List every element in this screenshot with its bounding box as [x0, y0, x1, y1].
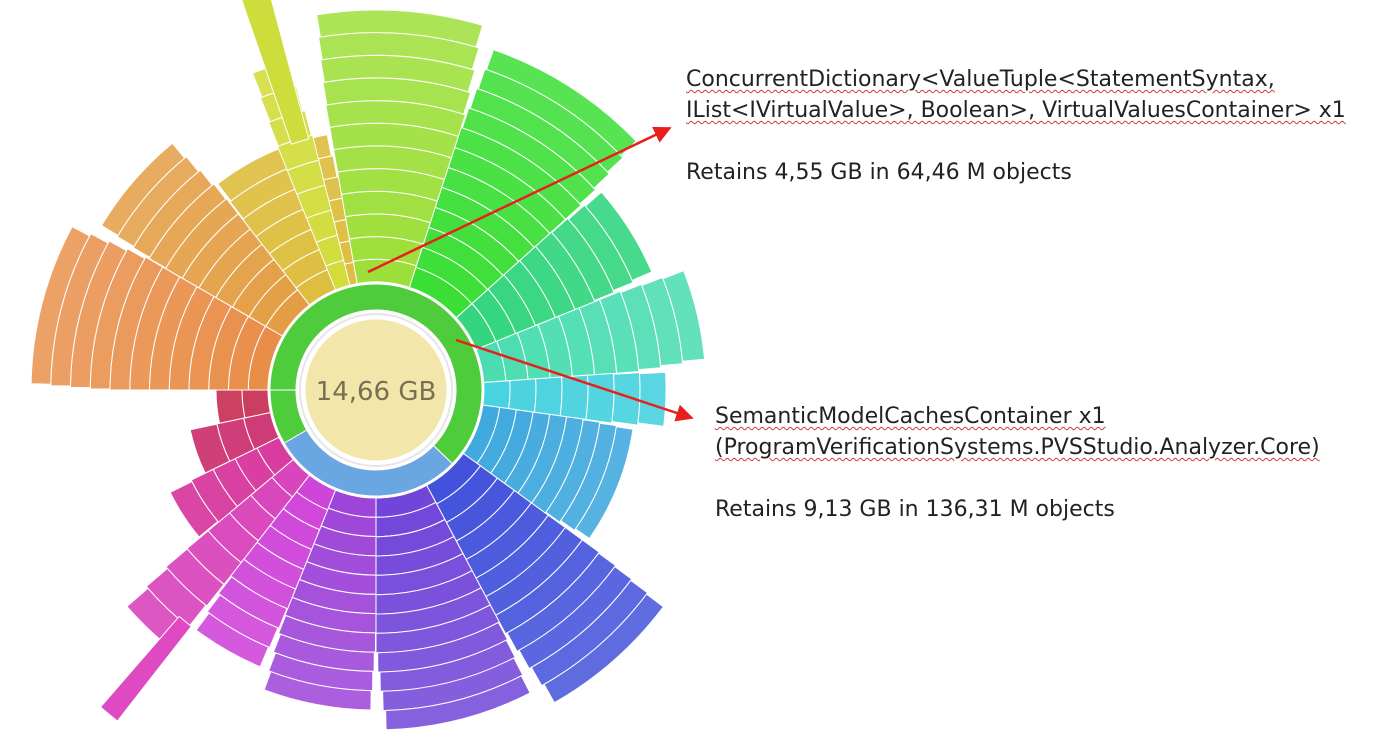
annotation-semantic-type-line-1: SemanticModelCachesContainer x1: [715, 404, 1106, 429]
wedge-sky-ring-8[interactable]: [574, 426, 634, 540]
annotation-semantic: SemanticModelCachesContainer x1 (Program…: [715, 401, 1320, 525]
annotation-semantic-type-line-2: (ProgramVerificationSystems.PVSStudio.An…: [715, 435, 1320, 460]
annotation-dictionary-type-line-2: IList<IVirtualValue>, Boolean>, VirtualV…: [686, 98, 1346, 123]
wedge-sea-green-ring-8[interactable]: [584, 191, 653, 282]
annotation-semantic-stats: Retains 9,13 GB in 136,31 M objects: [715, 497, 1115, 522]
wedge-lime-ring-11[interactable]: [316, 9, 484, 48]
center-total-size-label: 14,66 GB: [316, 377, 437, 407]
wedge-cyan-ring-2[interactable]: [533, 376, 563, 417]
sunburst-segments[interactable]: [30, 0, 706, 731]
center-disc-outline: [299, 313, 453, 467]
wedge-cyan-ring-6[interactable]: [637, 371, 667, 427]
wedge-green-ring-11[interactable]: [485, 49, 637, 157]
wedge-orange-yellow-ring-10[interactable]: [100, 142, 186, 237]
wedge-orange-ring-11[interactable]: [30, 225, 91, 385]
spike-magenta[interactable]: [99, 615, 193, 722]
annotation-arrow-semantic: [455, 338, 694, 422]
wedge-pink-ring-4[interactable]: [169, 480, 219, 538]
wedge-cyan-ring-1[interactable]: [508, 378, 537, 413]
wedge-cyan-ring-0[interactable]: [482, 380, 511, 410]
wedge-cyan-ring-4[interactable]: [585, 372, 615, 424]
annotation-dictionary: ConcurrentDictionary<ValueTuple<Statemen…: [686, 64, 1346, 188]
wedge-rose-ring-2[interactable]: [189, 423, 231, 474]
annotation-dictionary-type-line-1: ConcurrentDictionary<ValueTuple<Statemen…: [686, 67, 1275, 92]
inner-ring-green-tail[interactable]: [269, 389, 308, 444]
wedge-teal-ring-9[interactable]: [662, 270, 706, 362]
sunburst-inner-rings: [269, 283, 483, 497]
inner-ring-green[interactable]: [269, 283, 483, 465]
spike-yellow[interactable]: [239, 0, 310, 145]
annotation-dictionary-stats: Retains 4,55 GB in 64,46 M objects: [686, 160, 1072, 185]
wedge-blue-ring-11[interactable]: [543, 593, 665, 704]
wedge-indigo-ring-11[interactable]: [385, 675, 531, 731]
center-disc[interactable]: [300, 314, 452, 466]
wedge-red-ring-1[interactable]: [215, 389, 246, 424]
wedge-violet-ring-10[interactable]: [263, 671, 372, 711]
annotation-arrow-dictionary: [367, 126, 672, 274]
wedge-red-ring-0[interactable]: [241, 389, 271, 419]
wedge-purple-ring-8[interactable]: [195, 612, 270, 668]
